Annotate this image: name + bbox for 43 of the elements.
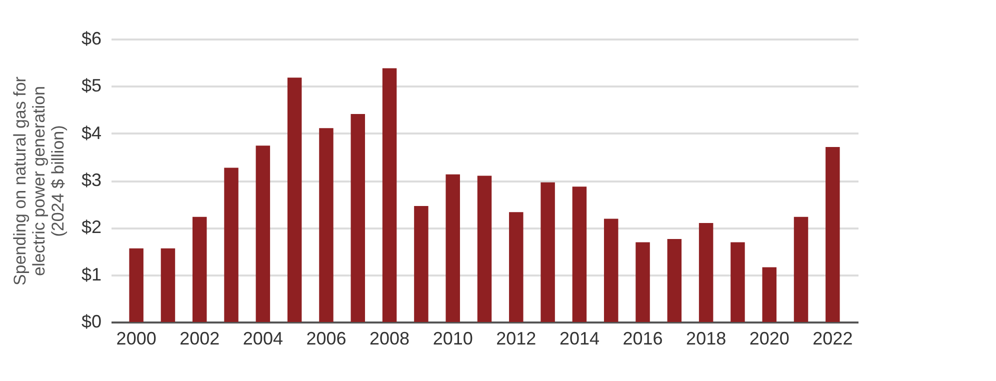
- x-tick-label: 2022: [812, 328, 853, 348]
- bar: [540, 182, 555, 322]
- y-tick-label: $0: [81, 312, 102, 332]
- x-tick-label: 2004: [242, 328, 283, 348]
- bar: [446, 174, 460, 322]
- bar: [382, 68, 397, 322]
- y-tick-label: $6: [81, 28, 102, 48]
- y-tick-label: $4: [81, 122, 102, 143]
- bar: [477, 176, 492, 322]
- bar: [224, 168, 238, 322]
- bar: [287, 78, 302, 322]
- x-tick-label: 2002: [180, 328, 220, 348]
- bar: [826, 147, 840, 322]
- x-tick-label: 2006: [306, 328, 346, 348]
- x-tick-label: 2014: [559, 328, 600, 348]
- bar: [129, 248, 144, 322]
- x-tick-label: 2018: [686, 328, 726, 348]
- bar: [192, 216, 207, 322]
- x-tick-label: 2008: [370, 328, 410, 348]
- y-axis-title: Spending on natural gas for electric power generation (2024 $ billion): [10, 76, 68, 286]
- x-tick-label: 2016: [622, 328, 663, 348]
- y-tick-label: $5: [81, 76, 102, 96]
- x-tick-label: 2000: [116, 328, 156, 348]
- y-tick-label: $3: [81, 170, 102, 190]
- bar: [509, 212, 524, 322]
- bar: [667, 238, 682, 322]
- bar: [762, 267, 776, 322]
- bar: [730, 242, 745, 322]
- bar: [414, 206, 428, 322]
- y-tick-label: $1: [81, 264, 102, 284]
- bar: [636, 242, 650, 322]
- x-tick-label: 2010: [432, 328, 473, 348]
- y-tick-label: $2: [81, 217, 102, 238]
- bar: [698, 222, 714, 322]
- bar: [256, 146, 270, 322]
- bar: [572, 186, 587, 322]
- x-tick-label: 2012: [496, 328, 536, 348]
- bar: [794, 216, 808, 322]
- bar: [319, 128, 334, 322]
- x-tick-label: 2020: [749, 328, 790, 348]
- bar: [604, 218, 618, 322]
- bar: [160, 248, 176, 322]
- bar: [350, 114, 366, 322]
